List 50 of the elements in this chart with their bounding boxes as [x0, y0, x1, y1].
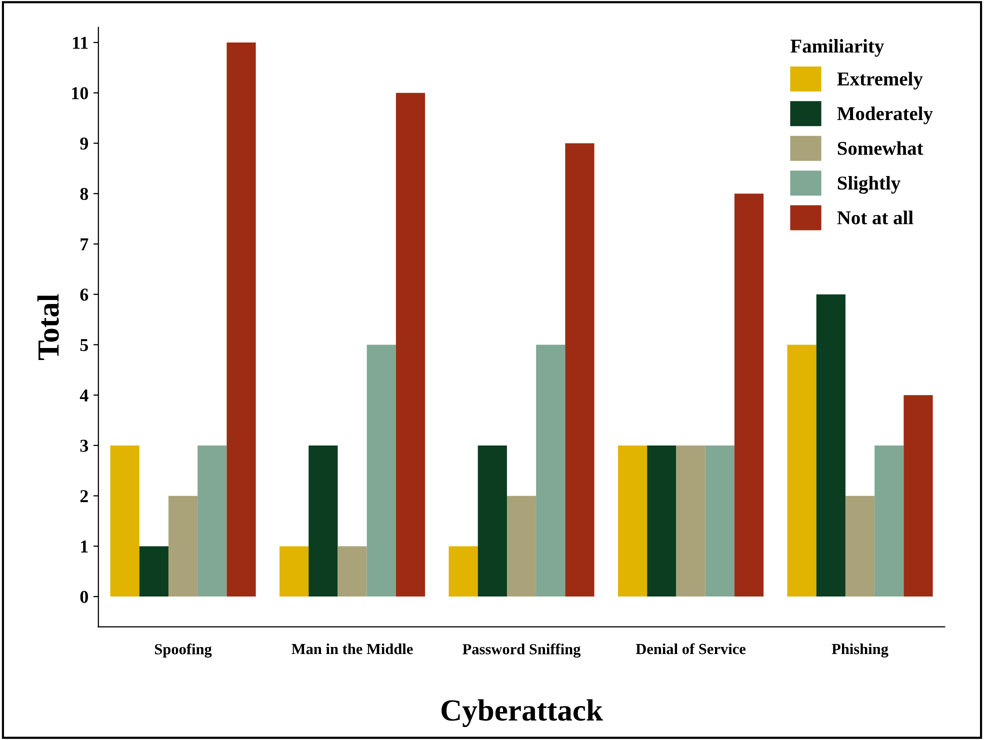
- bar: [787, 344, 816, 597]
- bar: [308, 445, 338, 597]
- y-tick-label: 0: [80, 590, 88, 603]
- x-tick-label: Spoofing: [154, 643, 212, 658]
- y-tick-label: 8: [80, 188, 88, 200]
- y-tick-label: 5: [80, 339, 88, 352]
- bar: [279, 546, 309, 597]
- bar: [816, 294, 846, 597]
- bar: [168, 496, 198, 597]
- bar: [139, 546, 168, 597]
- y-tick-label: 7: [80, 238, 88, 250]
- bar: [904, 395, 933, 597]
- bar: [874, 445, 904, 597]
- y-tick-label: 9: [80, 138, 88, 150]
- bar: [478, 445, 507, 597]
- bar: [618, 445, 648, 597]
- bar: [110, 445, 140, 597]
- bar: [734, 194, 764, 597]
- bar: [396, 92, 426, 597]
- legend-title: Familiarity: [790, 39, 884, 57]
- bar: [226, 42, 256, 597]
- y-tick-label: 2: [80, 490, 88, 502]
- bar: [647, 445, 676, 597]
- x-tick-label: Password Sniffing: [462, 643, 581, 658]
- y-tick-label: 4: [80, 389, 88, 402]
- bar: [448, 546, 478, 597]
- legend-label: Slightly: [838, 176, 900, 194]
- bar: [705, 445, 734, 597]
- y-axis-title: Total: [37, 294, 59, 360]
- bar: [198, 445, 227, 597]
- bar: [506, 496, 536, 597]
- x-tick-label: Phishing: [832, 643, 888, 658]
- legend-label: Extremely: [837, 72, 923, 90]
- y-tick-label: 1: [81, 540, 88, 552]
- bar: [676, 445, 706, 597]
- legend-label: Somewhat: [838, 141, 924, 155]
- legend-label: Not at all: [837, 210, 914, 224]
- legend-label: Moderately: [837, 106, 933, 124]
- bar: [338, 546, 367, 597]
- y-tick-label: 10: [72, 87, 88, 100]
- bar: [565, 143, 594, 597]
- x-axis-title: Cyberattack: [442, 699, 603, 728]
- y-tick-label: 6: [80, 288, 88, 301]
- bar: [536, 344, 566, 597]
- y-tick-label: 3: [80, 440, 88, 452]
- bar: [845, 496, 875, 597]
- x-tick-label: Denial of Service: [636, 643, 746, 654]
- x-tick-label: Man in the Middle: [292, 643, 413, 654]
- y-tick-label: 11: [73, 36, 88, 49]
- bar: [366, 344, 396, 597]
